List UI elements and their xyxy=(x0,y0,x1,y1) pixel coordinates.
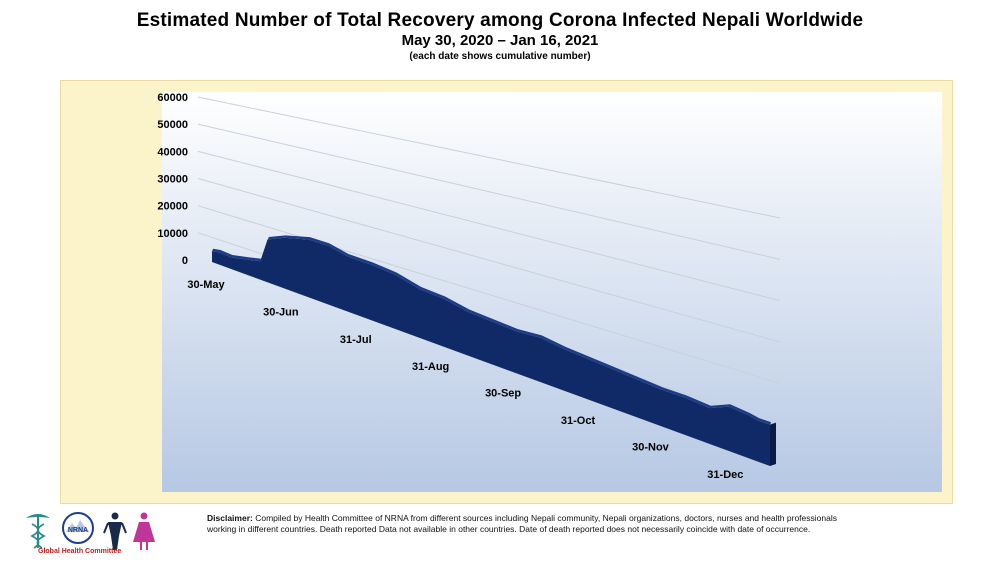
x-tick-label: 31-Jul xyxy=(340,334,372,346)
chart-title: Estimated Number of Total Recovery among… xyxy=(136,10,864,31)
gridline xyxy=(197,178,781,343)
chart-subtitle: May 30, 2020 – Jan 16, 2021 xyxy=(401,32,599,49)
disclaimer-text: Compiled by Health Committee of NRNA fro… xyxy=(207,513,837,534)
x-tick-label: 31-Oct xyxy=(561,415,596,427)
x-tick-label: 30-Nov xyxy=(632,441,670,453)
x-tick-label: 30-Sep xyxy=(485,388,521,400)
x-tick-label: 30-Jun xyxy=(263,306,299,318)
area-top-face xyxy=(212,235,772,425)
gridline xyxy=(197,123,781,260)
y-tick-label: 0 xyxy=(182,255,188,267)
y-tick-label: 10000 xyxy=(157,228,188,240)
x-axis-tick-labels: 30-May 30-Jun 31-Jul 31-Aug 30-Sep 31-Oct 30-N… xyxy=(187,279,743,481)
x-tick-label: 31-Aug xyxy=(412,361,449,373)
y-tick-label: 60000 xyxy=(157,92,188,104)
series-layer xyxy=(212,235,776,466)
y-tick-label: 30000 xyxy=(157,174,188,186)
female-figure-icon xyxy=(133,512,155,550)
male-figure-icon xyxy=(103,512,127,550)
plot-area xyxy=(162,92,942,492)
caduceus-icon xyxy=(26,514,50,549)
gridline xyxy=(197,150,781,302)
disclaimer: Disclaimer: Compiled by Health Committee… xyxy=(207,513,847,535)
recovery-area-series xyxy=(212,237,770,466)
y-tick-label: 20000 xyxy=(157,201,188,213)
x-tick-label: 31-Dec xyxy=(707,469,743,481)
x-tick-label: 30-May xyxy=(187,279,225,291)
y-tick-label: 40000 xyxy=(157,146,188,158)
footer-logos: NRNA xyxy=(26,512,155,550)
y-tick-label: 50000 xyxy=(157,119,188,131)
chart-note: (each date shows cumulative number) xyxy=(409,51,591,62)
nrna-logo: NRNA xyxy=(62,512,94,544)
gridline xyxy=(197,205,781,384)
area-end-face xyxy=(770,422,776,466)
gridline xyxy=(197,96,781,219)
disclaimer-label: Disclaimer: xyxy=(207,513,253,523)
y-axis-tick-labels: 0 10000 20000 30000 40000 50000 60000 xyxy=(157,92,188,267)
nrna-logo-text: NRNA xyxy=(68,527,88,534)
logo-caption: Global Health Committee xyxy=(38,548,122,555)
